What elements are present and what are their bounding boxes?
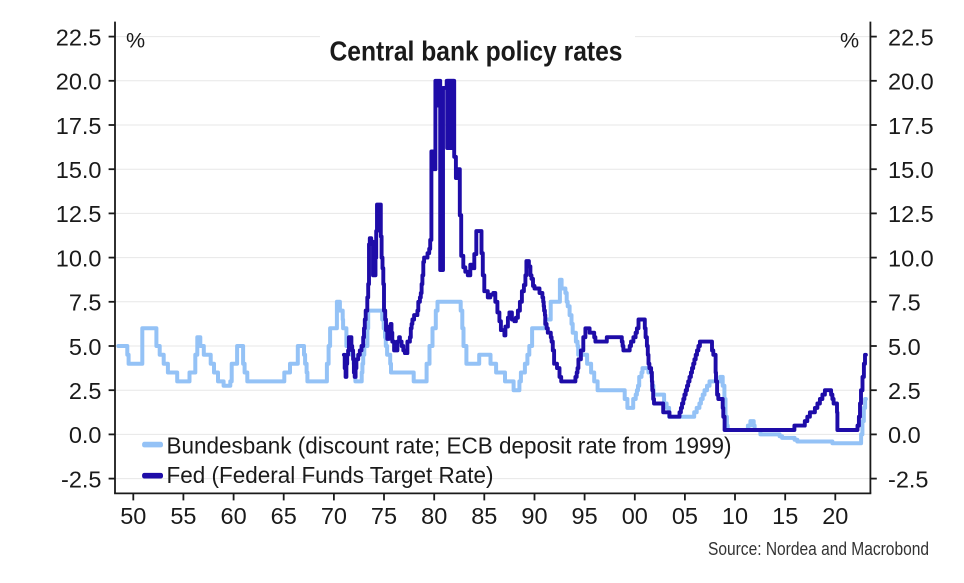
svg-text:5.0: 5.0 [69,334,102,360]
svg-text:80: 80 [421,503,447,529]
svg-text:7.5: 7.5 [888,290,921,316]
svg-text:2.5: 2.5 [69,378,102,404]
svg-text:85: 85 [471,503,497,529]
svg-text:15.0: 15.0 [56,157,102,183]
svg-text:%: % [126,29,145,53]
svg-text:22.5: 22.5 [56,24,102,50]
svg-text:5.0: 5.0 [888,334,921,360]
svg-text:17.5: 17.5 [56,113,102,139]
svg-text:-2.5: -2.5 [61,466,102,492]
svg-text:15.0: 15.0 [888,157,934,183]
svg-text:0.0: 0.0 [888,422,921,448]
svg-text:7.5: 7.5 [69,290,102,316]
svg-text:12.5: 12.5 [888,201,934,227]
svg-text:%: % [840,29,859,53]
svg-text:20: 20 [822,503,848,529]
svg-text:10.0: 10.0 [888,245,934,271]
svg-text:10.0: 10.0 [56,245,102,271]
svg-text:20.0: 20.0 [56,69,102,95]
svg-text:70: 70 [321,503,347,529]
svg-text:Central bank policy rates: Central bank policy rates [330,36,623,67]
svg-text:55: 55 [170,503,196,529]
svg-text:50: 50 [120,503,146,529]
svg-text:17.5: 17.5 [888,113,934,139]
svg-text:95: 95 [572,503,598,529]
svg-text:65: 65 [271,503,297,529]
svg-text:22.5: 22.5 [888,24,934,50]
svg-text:90: 90 [521,503,547,529]
svg-text:10: 10 [722,503,748,529]
svg-text:05: 05 [672,503,698,529]
svg-text:00: 00 [622,503,648,529]
svg-text:75: 75 [371,503,397,529]
svg-text:Bundesbank (discount rate; ECB: Bundesbank (discount rate; ECB deposit r… [167,432,732,458]
svg-text:0.0: 0.0 [69,422,102,448]
svg-text:-2.5: -2.5 [888,466,929,492]
svg-text:12.5: 12.5 [56,201,102,227]
svg-text:15: 15 [772,503,798,529]
svg-text:Fed (Federal Funds Target Rate: Fed (Federal Funds Target Rate) [167,462,494,488]
svg-text:Source: Nordea and Macrobond: Source: Nordea and Macrobond [708,539,929,559]
svg-text:60: 60 [221,503,247,529]
svg-text:20.0: 20.0 [888,69,934,95]
svg-text:2.5: 2.5 [888,378,921,404]
